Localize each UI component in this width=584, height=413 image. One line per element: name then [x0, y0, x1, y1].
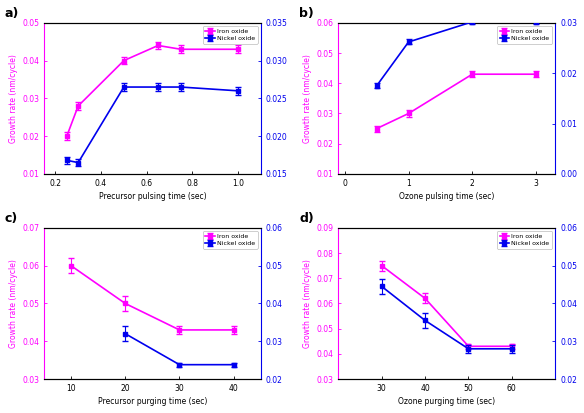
X-axis label: Ozone purging time (sec): Ozone purging time (sec): [398, 397, 495, 406]
Legend: Iron oxide, Nickel oxide: Iron oxide, Nickel oxide: [203, 231, 258, 249]
Text: a): a): [5, 7, 19, 20]
Legend: Iron oxide, Nickel oxide: Iron oxide, Nickel oxide: [497, 26, 552, 44]
X-axis label: Ozone pulsing time (sec): Ozone pulsing time (sec): [399, 192, 495, 201]
X-axis label: Precursor purging time (sec): Precursor purging time (sec): [98, 397, 207, 406]
Legend: Iron oxide, Nickel oxide: Iron oxide, Nickel oxide: [203, 26, 258, 44]
X-axis label: Precursor pulsing time (sec): Precursor pulsing time (sec): [99, 192, 206, 201]
Legend: Iron oxide, Nickel oxide: Iron oxide, Nickel oxide: [497, 231, 552, 249]
Text: b): b): [300, 7, 314, 20]
Text: d): d): [300, 212, 314, 225]
Y-axis label: Growth rate (nm/cycle): Growth rate (nm/cycle): [9, 259, 18, 348]
Y-axis label: Growth rate (nm/cycle): Growth rate (nm/cycle): [9, 54, 18, 143]
Y-axis label: Growth rate (nm/cycle): Growth rate (nm/cycle): [303, 259, 312, 348]
Y-axis label: Growth rate (nm/cycle): Growth rate (nm/cycle): [303, 54, 312, 143]
Text: c): c): [5, 212, 18, 225]
